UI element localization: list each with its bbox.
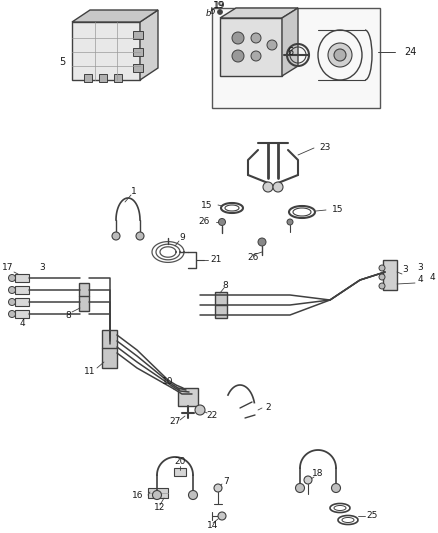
Bar [15, 274, 29, 282]
Circle shape [152, 490, 162, 499]
Circle shape [218, 10, 223, 14]
Bar [178, 388, 198, 406]
Circle shape [219, 219, 226, 225]
Text: 27: 27 [170, 417, 181, 426]
Text: 11: 11 [84, 367, 96, 376]
Bar [220, 18, 282, 76]
Circle shape [263, 182, 273, 192]
Bar [133, 64, 143, 72]
Bar [15, 286, 29, 294]
Circle shape [8, 287, 15, 294]
Bar [174, 468, 186, 476]
Circle shape [328, 43, 352, 67]
Circle shape [258, 238, 266, 246]
Text: 5: 5 [59, 57, 65, 67]
Text: 18: 18 [312, 470, 324, 479]
Circle shape [379, 274, 385, 280]
Text: 21: 21 [210, 255, 221, 264]
Text: 4: 4 [19, 319, 25, 327]
Text: 20: 20 [174, 457, 186, 466]
Text: 26: 26 [198, 217, 210, 227]
Bar [99, 74, 107, 82]
Text: 10: 10 [162, 377, 174, 386]
Text: 1: 1 [131, 188, 137, 197]
Text: 2: 2 [265, 403, 271, 413]
Circle shape [334, 49, 346, 61]
Circle shape [287, 219, 293, 225]
Circle shape [8, 274, 15, 281]
Text: 25: 25 [366, 512, 378, 521]
Text: b: b [205, 10, 211, 19]
Text: 4: 4 [429, 273, 435, 282]
Bar [15, 298, 29, 306]
Text: 26: 26 [247, 254, 259, 262]
Text: 15: 15 [332, 206, 343, 214]
Circle shape [379, 283, 385, 289]
Bar [148, 488, 168, 498]
Text: 24: 24 [404, 47, 416, 57]
Circle shape [267, 40, 277, 50]
Circle shape [195, 405, 205, 415]
Bar [72, 22, 140, 80]
Circle shape [8, 298, 15, 305]
Text: 9: 9 [179, 233, 185, 243]
Text: 15: 15 [201, 200, 212, 209]
Text: 4: 4 [417, 276, 423, 285]
Bar [102, 330, 117, 368]
Polygon shape [220, 8, 298, 18]
Polygon shape [140, 10, 158, 80]
Bar [215, 292, 227, 318]
Circle shape [251, 33, 261, 43]
Circle shape [232, 32, 244, 44]
Text: 3: 3 [402, 265, 408, 274]
Circle shape [251, 51, 261, 61]
Text: 6: 6 [287, 47, 293, 57]
Circle shape [218, 512, 226, 520]
Polygon shape [72, 10, 158, 22]
Bar [133, 48, 143, 56]
Bar [114, 74, 122, 82]
Bar [133, 31, 143, 39]
Text: 7: 7 [223, 478, 229, 487]
Text: 3: 3 [39, 263, 45, 272]
Bar [383, 260, 397, 290]
Circle shape [8, 311, 15, 318]
Text: 14: 14 [207, 521, 219, 530]
Text: 12: 12 [154, 504, 166, 513]
Text: 8: 8 [65, 311, 71, 319]
Bar [15, 310, 29, 318]
Polygon shape [282, 8, 298, 76]
Text: 3: 3 [417, 263, 423, 272]
Circle shape [304, 476, 312, 484]
Circle shape [214, 484, 222, 492]
Circle shape [379, 265, 385, 271]
Circle shape [232, 50, 244, 62]
Circle shape [296, 483, 304, 492]
Text: b: b [209, 7, 215, 17]
Circle shape [273, 182, 283, 192]
Bar [212, 8, 380, 108]
Circle shape [188, 490, 198, 499]
Circle shape [112, 232, 120, 240]
Text: 17: 17 [2, 263, 14, 272]
Text: 19: 19 [213, 1, 225, 10]
Text: 23: 23 [319, 143, 331, 152]
Circle shape [136, 232, 144, 240]
Bar [84, 74, 92, 82]
Text: 16: 16 [131, 490, 143, 499]
Text: 8: 8 [222, 280, 228, 289]
Circle shape [332, 483, 340, 492]
Text: 22: 22 [206, 410, 218, 419]
Bar [79, 283, 89, 311]
Text: 19: 19 [214, 1, 226, 10]
